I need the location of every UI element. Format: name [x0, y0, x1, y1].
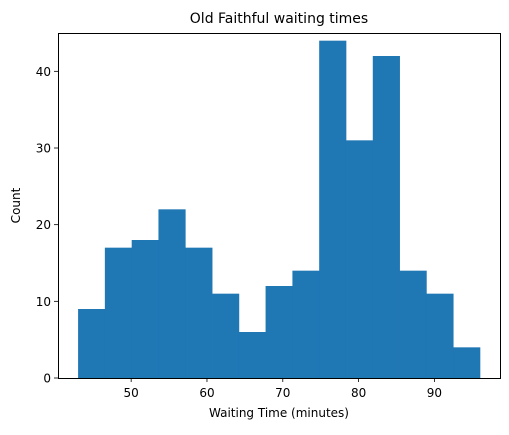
y-axis-ticks: 0 10 20 30 40 — [36, 65, 59, 386]
x-tick-label: 90 — [427, 386, 442, 400]
histogram-bar — [345, 140, 374, 378]
y-tick-label: 30 — [36, 142, 51, 156]
chart-title: Old Faithful waiting times — [190, 11, 368, 27]
y-tick-label: 20 — [36, 218, 51, 232]
histogram-bar — [372, 56, 400, 378]
histogram-bar — [185, 247, 213, 378]
y-tick-label: 10 — [36, 295, 51, 309]
histogram-bar — [426, 293, 454, 378]
y-tick-label: 0 — [43, 372, 51, 386]
histogram-bar — [265, 286, 293, 378]
x-tick-label: 60 — [199, 386, 214, 400]
histogram-bar — [212, 293, 240, 378]
plot-frame — [58, 33, 501, 379]
y-tick-label: 40 — [36, 65, 51, 79]
histogram-bar — [399, 270, 427, 378]
histogram-bar — [78, 309, 106, 378]
histogram-bar — [131, 240, 159, 378]
histogram-bar — [292, 270, 320, 378]
x-tick-label: 70 — [275, 386, 290, 400]
x-tick-label: 50 — [124, 386, 139, 400]
histogram-bar — [104, 247, 133, 378]
x-axis-label: Waiting Time (minutes) — [209, 406, 349, 420]
histogram-bar — [319, 40, 347, 379]
histogram-bar — [238, 332, 266, 378]
histogram-bars — [78, 40, 481, 379]
histogram-bar — [158, 209, 186, 378]
x-axis-ticks: 50 60 70 80 90 — [124, 378, 442, 400]
x-tick-label: 80 — [351, 386, 366, 400]
histogram-bar — [453, 347, 481, 378]
y-axis-label: Count — [9, 187, 23, 223]
